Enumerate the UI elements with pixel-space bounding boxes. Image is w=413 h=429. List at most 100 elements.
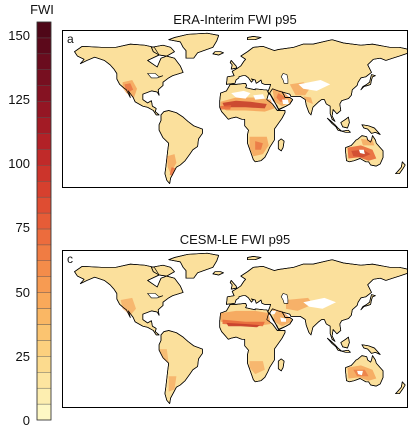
fwi-hotspots <box>120 297 377 392</box>
coastline-svalbard <box>247 36 262 41</box>
colorbar-segment <box>36 69 52 86</box>
coastline-indonesia <box>326 337 351 353</box>
colorbar-segment <box>36 340 52 357</box>
masked-region <box>270 310 277 315</box>
coastline-arabia <box>269 308 294 330</box>
colorbar-segment <box>36 228 52 246</box>
coastline-japan <box>360 294 376 311</box>
fwi-hotspot <box>255 141 263 150</box>
coastline-borneo <box>340 116 350 129</box>
colorbar-segment <box>36 149 52 166</box>
coastline-uk <box>229 280 238 290</box>
colorbar-segment <box>36 85 52 102</box>
coastline-south-america <box>158 330 203 404</box>
fwi-hotspot <box>272 308 292 327</box>
colorbar-segment <box>36 324 52 341</box>
masked-region <box>231 90 251 99</box>
colorbar-segment <box>36 244 52 262</box>
colorbar-tick-label: 50 <box>15 284 30 300</box>
colorbar-segment <box>36 403 52 421</box>
masked-region <box>253 94 265 100</box>
coastline-africa <box>219 302 286 383</box>
colorbar-segment <box>36 196 52 214</box>
fwi-hotspot <box>168 376 177 392</box>
colorbar-segment <box>36 372 52 389</box>
colorbar-segment <box>36 308 52 325</box>
colorbar-segment <box>36 260 52 277</box>
coastline-baffin <box>151 44 175 57</box>
masked-region <box>280 317 286 322</box>
masked-regions <box>270 297 363 376</box>
colorbar-segment <box>36 21 52 39</box>
colorbar-title: FWI <box>30 2 54 17</box>
fwi-hotspot <box>219 105 232 110</box>
map-title-a: ERA-Interim FWI p95 <box>173 12 297 27</box>
world-map-c <box>63 251 407 407</box>
colorbar-segment <box>36 387 52 405</box>
coastline-new-zealand <box>395 161 406 175</box>
coastline-north-america <box>74 43 184 116</box>
colorbar-tick-label: 0 <box>22 413 30 428</box>
coastline-australia <box>345 355 384 387</box>
map-title-c: CESM-LE FWI p95 <box>179 232 291 247</box>
coastline-madagascar <box>277 138 285 152</box>
lake <box>146 293 164 299</box>
fwi-hotspot <box>249 361 265 375</box>
fwi-hotspot <box>159 349 169 364</box>
coastline-baffin <box>151 264 175 277</box>
coastline-iceland <box>212 51 224 56</box>
coastline-greenland <box>168 252 220 279</box>
masked-regions <box>231 80 365 155</box>
colorbar-segment <box>36 101 52 118</box>
coastline-new-zealand <box>395 381 406 395</box>
fwi-hotspot <box>226 322 260 328</box>
masked-region <box>282 99 289 104</box>
colorbar-segment <box>36 180 52 198</box>
coastline-eurasia <box>226 259 407 342</box>
colorbar-segment <box>36 165 52 182</box>
colorbar-tick-label: 25 <box>15 348 30 364</box>
coastline-new-guinea <box>361 124 381 135</box>
coastline-greenland <box>168 32 220 59</box>
coastline-borneo <box>340 336 350 349</box>
fwi-hotspot <box>286 297 313 311</box>
colorbar-segment <box>36 117 52 134</box>
masked-region <box>303 297 336 309</box>
coastline-arabia <box>269 88 294 110</box>
coastline-australia <box>345 135 384 167</box>
fwi-hotspot <box>169 167 176 176</box>
coastline-indonesia <box>326 117 351 133</box>
colorbar-tick-label: 75 <box>15 220 30 236</box>
colorbar-segment <box>36 292 52 309</box>
masked-region <box>357 370 363 376</box>
fwi-hotspot <box>120 297 136 316</box>
colorbar-segment <box>36 356 52 373</box>
fwi-colorbar <box>36 21 52 421</box>
lake <box>280 293 289 304</box>
masked-region <box>359 149 365 155</box>
coastline-north-america <box>74 263 184 336</box>
coastlines <box>74 32 407 184</box>
colorbar-tick-label: 150 <box>8 27 30 43</box>
colorbar-segment <box>36 37 52 55</box>
coastline-madagascar <box>277 358 285 372</box>
coastline-iceland <box>212 271 224 276</box>
coastline-africa <box>219 82 286 163</box>
panel-letter-c: c <box>67 252 73 266</box>
colorbar-tick-label: 100 <box>8 156 30 172</box>
lake <box>146 73 164 79</box>
map-panel-era-interim: a <box>62 30 408 188</box>
lake <box>280 73 289 84</box>
coastline-south-america <box>158 110 203 184</box>
colorbar-tick-label: 125 <box>8 92 30 108</box>
colorbar-outline <box>36 21 52 421</box>
colorbar-segment <box>36 133 52 150</box>
fwi-hotspot <box>222 100 267 109</box>
coastline-uk <box>229 60 238 70</box>
fwi-hotspot <box>166 154 177 174</box>
fwi-hotspot <box>351 149 371 158</box>
colorbar-segment <box>36 53 52 70</box>
world-map-a <box>63 31 407 187</box>
coastlines <box>74 252 407 404</box>
coastline-svalbard <box>247 256 262 261</box>
